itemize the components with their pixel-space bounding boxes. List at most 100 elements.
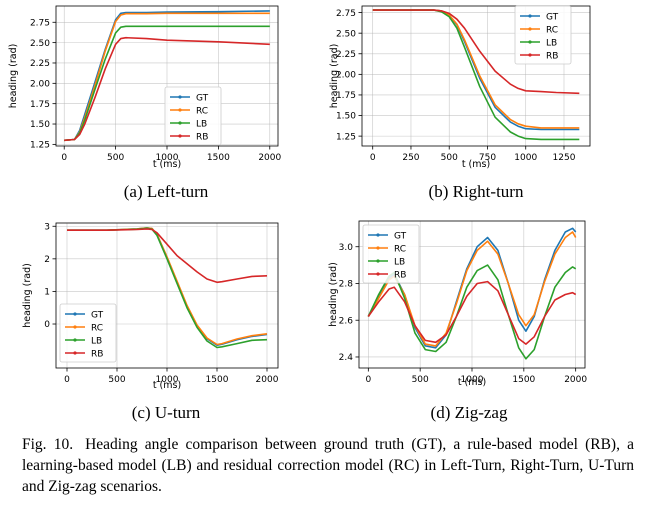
y-axis-label: heading (rad) [22, 263, 33, 328]
y-tick-label: 2.50 [30, 39, 50, 49]
y-tick-label: 1.50 [336, 112, 356, 122]
legend-label-gt: GT [394, 231, 407, 241]
y-axis-label: heading (rad) [328, 262, 339, 327]
x-tick-label: 1000 [156, 375, 179, 385]
legend-label-lb: LB [546, 38, 557, 48]
legend-label-lb: LB [196, 119, 207, 129]
y-tick-label: 1.25 [30, 141, 50, 151]
legend-label-rc: RC [196, 106, 208, 116]
y-tick-label: 2.00 [336, 71, 356, 81]
x-tick-label: 0 [61, 153, 67, 163]
y-axis-label: heading (rad) [329, 44, 340, 109]
legend-label-lb: LB [394, 257, 405, 267]
legend-marker-gt [178, 95, 182, 99]
legend-marker-rc [376, 246, 380, 250]
subcaption-u-turn: (c) U-turn [131, 403, 201, 422]
y-tick-label: 1 [44, 288, 50, 298]
legend-label-rc: RC [394, 244, 406, 254]
x-axis-label: t (ms) [458, 377, 486, 388]
legend-marker-lb [178, 121, 182, 125]
subcaption-zig-zag: (d) Zig-zag [430, 403, 508, 422]
figure-caption: Fig. 10. Heading angle comparison between… [22, 434, 634, 497]
legend-label-gt: GT [546, 12, 559, 22]
legend-label-rb: RB [196, 132, 208, 142]
x-tick-label: 250 [402, 153, 419, 163]
legend-box [514, 5, 572, 65]
legend-label-gt: GT [196, 93, 209, 103]
legend: GT RC LB RB [362, 224, 420, 284]
y-tick-label: 0 [44, 320, 50, 330]
y-tick-label: 2 [44, 255, 50, 265]
legend-label-rb: RB [394, 270, 406, 280]
figure-caption-text: Heading angle comparison between ground … [22, 436, 634, 495]
y-tick-label: 2.00 [30, 80, 50, 90]
chart-u-turn: 0 500 1000 1500 2000 0 1 2 3 t (ms) heading (rad) G… [0, 215, 327, 430]
x-tick-label: 0 [370, 153, 376, 163]
y-tick-label: 1.50 [30, 120, 50, 130]
legend-marker-rb [528, 53, 532, 57]
y-tick-label: 2.25 [30, 59, 50, 69]
y-tick-label: 2.4 [339, 353, 354, 363]
y-axis-label: heading (rad) [8, 44, 19, 109]
series-line-rb [372, 9, 580, 95]
series-line-rb [64, 36, 270, 142]
series-line-lb [367, 264, 577, 360]
x-tick-label: 1000 [461, 375, 484, 385]
legend-label-rc: RC [91, 323, 103, 333]
x-tick-label: 2000 [258, 153, 281, 163]
x-tick-label: 1500 [206, 375, 229, 385]
legend-marker-rc [528, 27, 532, 31]
legend: GT RC LB RB [514, 5, 572, 65]
series-line-rb [367, 280, 577, 345]
legend: GT RC LB RB [164, 86, 222, 146]
x-tick-label: 500 [412, 375, 429, 385]
legend-marker-rb [178, 134, 182, 138]
legend-marker-rb [376, 272, 380, 276]
x-tick-label: 1500 [207, 153, 230, 163]
x-tick-label: 1000 [514, 153, 537, 163]
legend-marker-lb [73, 338, 77, 342]
subcaption-right-turn: (b) Right-turn [428, 182, 524, 201]
legend-label-rb: RB [91, 349, 103, 359]
chart-zig-zag: 0 500 1000 1500 2000 2.4 2.6 2.8 3.0 t (ms) headin… [327, 215, 654, 430]
figure-caption-label: Fig. 10. [22, 436, 74, 453]
x-tick-label: 500 [108, 375, 125, 385]
plot-frame [361, 5, 591, 147]
legend-marker-gt [376, 233, 380, 237]
x-tick-label: 0 [365, 375, 371, 385]
x-tick-label: 2000 [256, 375, 279, 385]
chart-zig-zag-plot: 0 500 1000 1500 2000 2.4 2.6 2.8 3.0 t (ms) headin… [328, 220, 587, 388]
legend-label-rc: RC [546, 25, 558, 35]
x-tick-label: 0 [64, 375, 70, 385]
legend-marker-gt [528, 14, 532, 18]
y-tick-label: 2.75 [30, 18, 50, 28]
legend-marker-lb [528, 40, 532, 44]
legend-box [362, 224, 420, 284]
x-axis-label: t (ms) [462, 159, 490, 170]
legend-label-gt: GT [91, 310, 104, 320]
y-tick-label: 1.75 [30, 100, 50, 110]
y-tick-label: 2.75 [336, 9, 356, 19]
x-tick-label: 500 [107, 153, 124, 163]
x-tick-label: 1250 [553, 153, 576, 163]
y-tick-label: 2.25 [336, 50, 356, 60]
chart-left-turn-plot: 0 500 1000 1500 2000 1.25 1.50 1.75 2.00 2.25 2.50… [8, 5, 282, 170]
x-tick-label: 1000 [156, 153, 179, 163]
legend-box [164, 86, 222, 146]
series-line-rb [67, 228, 268, 284]
legend-marker-lb [376, 259, 380, 263]
x-tick-label: 500 [441, 153, 458, 163]
chart-right-turn-plot: 0 250 500 750 1000 1250 1.25 1.50 1.75 2.00 2.25 2.… [329, 5, 591, 170]
legend-marker-gt [73, 312, 77, 316]
y-tick-label: 1.75 [336, 91, 356, 101]
legend-marker-rc [73, 325, 77, 329]
x-tick-label: 750 [479, 153, 496, 163]
y-tick-label: 3 [44, 222, 50, 232]
y-tick-label: 2.50 [336, 29, 356, 39]
x-axis-label: t (ms) [153, 159, 181, 170]
chart-right-turn: 0 250 500 750 1000 1250 1.25 1.50 1.75 2.00 2.25 2.… [327, 0, 654, 215]
chart-left-turn: 0 500 1000 1500 2000 1.25 1.50 1.75 2.00 2.25 2.50… [0, 0, 327, 215]
y-tick-label: 2.8 [339, 280, 354, 290]
subcaption-left-turn: (a) Left-turn [123, 182, 209, 201]
y-tick-label: 1.25 [336, 132, 356, 142]
